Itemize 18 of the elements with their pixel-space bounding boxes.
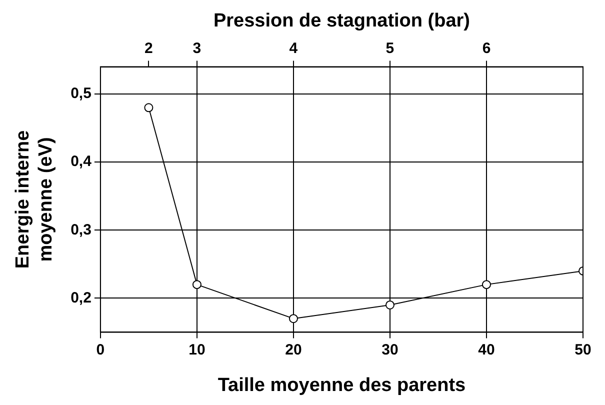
annotation: 3 [192, 40, 202, 57]
y-tick-label: 0,3 [70, 221, 92, 238]
annotation: 2 [144, 40, 153, 57]
y-axis-title: Energie interne moyenne (eV) [12, 130, 56, 269]
x-tick-label: 30 [382, 341, 398, 358]
y-tick-label: 0,5 [70, 85, 92, 102]
x-tick-label: 10 [188, 341, 206, 358]
x-tick-label: 20 [285, 341, 302, 358]
y-tick-label: 0,4 [70, 153, 92, 170]
y-tick-label: 0,2 [70, 289, 92, 306]
x-axis-title: Taille moyenne des parents [218, 374, 466, 396]
x2-axis-title: Pression de stagnation (bar) [213, 10, 470, 32]
x-tick-label: 0 [96, 341, 105, 358]
annotation: 4 [289, 40, 298, 57]
x-tick-label: 50 [574, 341, 592, 358]
annotation: 5 [386, 40, 394, 57]
annotation: 6 [482, 40, 491, 57]
x-tick-label: 40 [478, 341, 495, 358]
